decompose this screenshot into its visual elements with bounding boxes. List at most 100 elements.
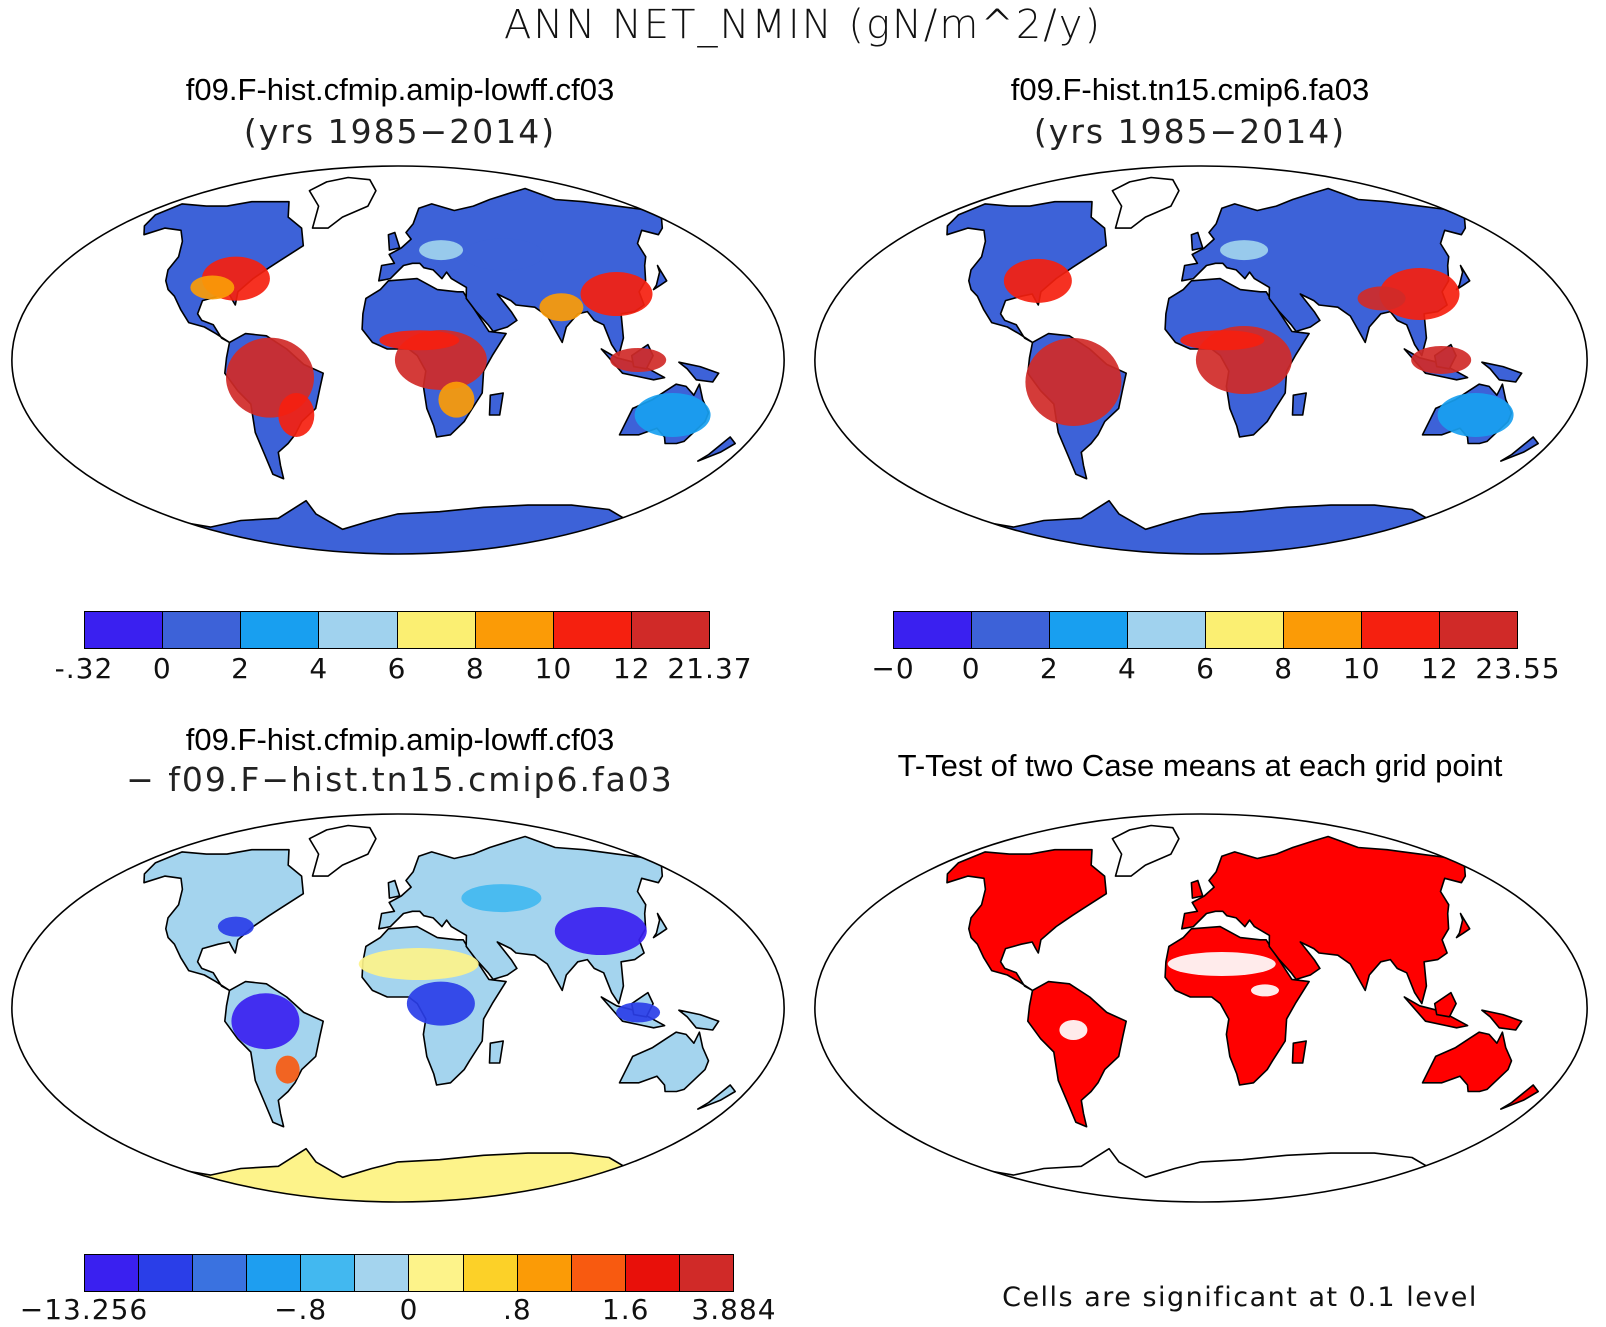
- colorbar-top-right-ticks: −0 0 2 4 6 8 10 12 23.55: [871, 652, 1559, 686]
- colorbar-tick-label: 2: [1039, 652, 1059, 685]
- colorbar-tick-label: -.32: [54, 652, 114, 685]
- map-border: [11, 813, 785, 1203]
- continent-japan: [652, 912, 668, 939]
- continent-greenland: [1111, 176, 1180, 229]
- colorbar-tick-label: −.8: [274, 1293, 328, 1326]
- field-region: [1250, 984, 1279, 997]
- map-bottom-right: [814, 813, 1588, 1203]
- field-region: [419, 240, 464, 261]
- colorbar-swatch: [85, 1255, 140, 1291]
- colorbar-tick-label: 0: [152, 652, 172, 685]
- continent-newGuinea: [678, 361, 720, 383]
- colorbar-tick-label: 4: [1117, 652, 1137, 685]
- field-region: [1411, 346, 1472, 374]
- continent-eurasia: [378, 835, 664, 1005]
- colorbar-tick-label: 10: [1342, 652, 1381, 685]
- colorbar-swatch: [247, 1255, 302, 1291]
- colorbar-top-right: [893, 611, 1518, 649]
- colorbar-swatch: [571, 1255, 626, 1291]
- field-region: [554, 907, 647, 956]
- field-region: [1437, 392, 1514, 437]
- colorbar-swatch: [355, 1255, 410, 1291]
- continent-uk: [1190, 879, 1204, 899]
- map-bottom-left: [11, 813, 785, 1203]
- continent-uk: [1190, 231, 1204, 251]
- continent-madagascar: [488, 392, 504, 416]
- colorbar-tick-label: 6: [387, 652, 407, 685]
- colorbar-tick-label: 10: [534, 652, 573, 685]
- colorbar-swatch: [679, 1255, 733, 1291]
- continent-newGuinea: [1481, 1009, 1523, 1031]
- continent-uk: [387, 231, 401, 251]
- colorbar-tick-label: 6: [1196, 652, 1215, 685]
- colorbar-bottom-left: [84, 1254, 734, 1292]
- field-region: [1180, 330, 1265, 351]
- continent-antarctica: [157, 1147, 639, 1203]
- colorbar-swatch: [397, 612, 476, 648]
- map-border: [814, 813, 1588, 1203]
- colorbar-tick-label: 21.37: [667, 652, 753, 685]
- continent-newGuinea: [1481, 361, 1523, 383]
- field-region: [463, 238, 544, 271]
- continent-antarctica: [960, 1147, 1442, 1203]
- continent-antarctica: [157, 499, 639, 555]
- continent-eurasia: [378, 187, 664, 357]
- continent-nz: [1500, 1084, 1539, 1110]
- colorbar-tick-label: 0: [399, 1293, 419, 1326]
- continent-nz: [697, 1084, 736, 1110]
- colorbar-tick-label: 4: [309, 652, 329, 685]
- colorbar-tick-label: 12: [612, 652, 651, 685]
- continent-australia: [618, 1031, 710, 1093]
- panel-tr-title: f09.F-hist.tn15.cmip6.fa03: [1010, 72, 1370, 107]
- colorbar-swatch: [1128, 612, 1206, 648]
- panel-tl-title: f09.F-hist.cfmip.amip-lowff.cf03: [185, 72, 615, 107]
- colorbar-tick-label: .8: [502, 1293, 532, 1326]
- colorbar-swatch: [301, 1255, 356, 1291]
- field-region: [275, 1055, 300, 1084]
- field-region: [1220, 240, 1269, 261]
- map-border: [814, 165, 1588, 555]
- colorbar-swatch: [85, 612, 164, 648]
- panel-tr-subtitle: (yrs 1985−2014): [1033, 112, 1347, 151]
- panel-bl-title: f09.F-hist.cfmip.amip-lowff.cf03: [185, 722, 615, 757]
- field-region: [1379, 268, 1460, 321]
- continent-japan: [652, 264, 668, 291]
- continent-madagascar: [1291, 1040, 1307, 1064]
- colorbar-swatch: [894, 612, 972, 648]
- colorbar-swatch: [631, 612, 709, 648]
- field-region: [379, 330, 460, 351]
- colorbar-swatch: [1284, 612, 1362, 648]
- field-region: [1357, 286, 1406, 311]
- field-region: [1025, 337, 1122, 426]
- colorbar-swatch: [1362, 612, 1440, 648]
- field-region: [358, 948, 479, 981]
- field-region: [1059, 1019, 1088, 1040]
- colorbar-tick-label: 8: [1274, 652, 1294, 685]
- colorbar-top-left: [84, 611, 710, 649]
- continent-borneo: [1433, 991, 1457, 1018]
- colorbar-swatch: [1206, 612, 1284, 648]
- continent-greenland: [308, 176, 377, 229]
- colorbar-swatch: [553, 612, 632, 648]
- colorbar-swatch: [463, 1255, 518, 1291]
- continent-nz: [1500, 436, 1539, 462]
- colorbar-top-left-ticks: -.32 0 2 4 6 8 10 12 21.37: [55, 652, 752, 686]
- field-region: [634, 392, 711, 437]
- continent-madagascar: [488, 1040, 504, 1064]
- colorbar-tick-label: 3.884: [691, 1293, 777, 1326]
- field-region: [217, 916, 254, 937]
- field-region: [616, 1002, 661, 1023]
- colorbar-swatch: [625, 1255, 680, 1291]
- continent-australia: [1421, 1031, 1513, 1093]
- panel-br-title: T-Test of two Case means at each grid po…: [897, 748, 1503, 783]
- field-region: [580, 272, 653, 317]
- continent-madagascar: [1291, 392, 1307, 416]
- continent-newGuinea: [678, 1009, 720, 1031]
- colorbar-bottom-left-ticks: −13.256 −.8 0 .8 1.6 3.884: [20, 1293, 776, 1327]
- colorbar-swatch: [517, 1255, 572, 1291]
- field-region: [406, 981, 475, 1026]
- figure-title: ANN NET_NMIN (gN/m^2/y): [503, 2, 1103, 48]
- continent-nz: [697, 436, 736, 462]
- colorbar-swatch: [319, 612, 398, 648]
- map-top-right: [814, 165, 1588, 555]
